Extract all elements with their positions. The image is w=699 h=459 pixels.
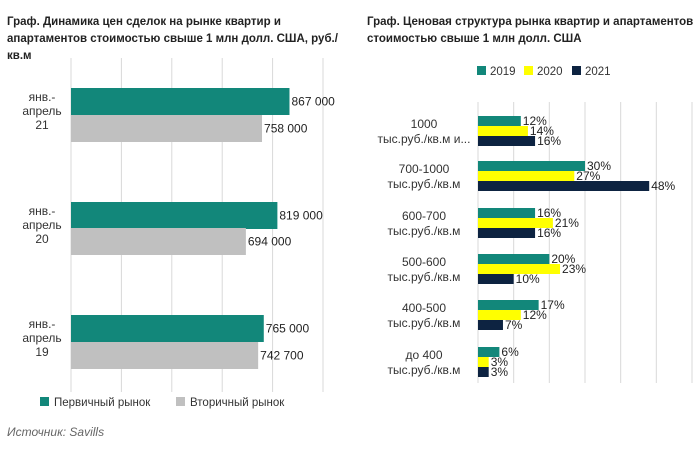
left-bar-0-0 — [71, 88, 290, 115]
right-category-label-5-0: до 400 — [405, 348, 442, 362]
right-legend-label-1: 2020 — [537, 66, 563, 78]
right-data-label-0-0: 12% — [523, 114, 547, 128]
right-legend-swatch-2 — [572, 66, 581, 75]
right-chart-title: Граф. Ценовая структура рынка квартир и … — [367, 16, 694, 45]
right-bar-1-0 — [478, 126, 528, 136]
right-data-label-2-5: 3% — [491, 365, 509, 379]
right-bar-1-4 — [478, 310, 521, 320]
left-bar-0-2 — [71, 315, 264, 342]
left-category-label-2-1: апрель — [22, 331, 61, 345]
right-data-label-2-1: 48% — [651, 179, 675, 193]
right-legend-swatch-0 — [477, 66, 486, 75]
right-data-label-1-0: 14% — [530, 124, 554, 138]
right-bar-2-4 — [478, 320, 503, 330]
left-legend-swatch-0 — [40, 397, 49, 406]
right-data-label-1-4: 12% — [523, 308, 547, 322]
right-data-label-1-3: 23% — [562, 262, 586, 276]
left-category-label-1-2: 20 — [35, 232, 49, 246]
right-data-label-2-4: 7% — [505, 318, 523, 332]
left-legend-swatch-1 — [176, 397, 185, 406]
left-legend-label-0: Первичный рынок — [54, 397, 151, 409]
right-data-label-0-5: 6% — [501, 345, 519, 359]
left-data-label-0-1: 819 000 — [279, 209, 323, 223]
left-bar-1-0 — [71, 115, 263, 142]
right-category-label-2-0: 600-700 — [402, 209, 446, 223]
right-bar-1-5 — [478, 357, 489, 367]
left-category-label-2-0: янв.- — [29, 317, 56, 331]
left-category-label-1-1: апрель — [22, 218, 61, 232]
right-category-label-4-0: 400-500 — [402, 301, 446, 315]
left-data-label-0-0: 867 000 — [291, 95, 335, 109]
left-bar-0-1 — [71, 202, 278, 229]
right-bar-2-1 — [478, 181, 650, 191]
left-data-label-0-2: 765 000 — [266, 322, 310, 336]
right-bar-0-1 — [478, 161, 585, 171]
right-bar-1-2 — [478, 218, 553, 228]
right-data-label-1-1: 27% — [576, 169, 600, 183]
right-bar-0-3 — [478, 254, 550, 264]
right-data-label-2-2: 16% — [537, 226, 561, 240]
left-data-label-1-1: 694 000 — [248, 235, 292, 249]
left-category-label-2-2: 19 — [35, 345, 49, 359]
left-data-label-1-0: 758 000 — [264, 122, 308, 136]
right-category-label-3-0: 500-600 — [402, 255, 446, 269]
right-data-label-1-2: 21% — [555, 216, 579, 230]
right-data-label-1-5: 3% — [491, 355, 509, 369]
right-data-label-0-3: 20% — [551, 252, 575, 266]
source-note: Источник: Savills — [7, 425, 105, 439]
left-chart-title: Граф. Динамика цен сделок на рынке кварт… — [7, 16, 338, 62]
right-category-label-1-1: тыс.руб./кв.м — [388, 177, 461, 191]
right-category-label-0-1: тыс.руб./кв.м и... — [378, 132, 471, 146]
right-data-label-0-1: 30% — [587, 159, 611, 173]
right-legend-swatch-1 — [524, 66, 533, 75]
right-data-label-2-3: 10% — [516, 272, 540, 286]
left-category-label-0-0: янв.- — [29, 90, 56, 104]
right-data-label-0-4: 17% — [541, 298, 565, 312]
right-bar-2-3 — [478, 274, 514, 284]
right-data-label-2-0: 16% — [537, 134, 561, 148]
left-bar-1-2 — [71, 342, 259, 369]
right-data-label-0-2: 16% — [537, 206, 561, 220]
right-category-label-1-0: 700-1000 — [399, 162, 450, 176]
right-bar-2-0 — [478, 136, 536, 146]
right-category-label-4-1: тыс.руб./кв.м — [388, 316, 461, 330]
right-category-label-2-1: тыс.руб./кв.м — [388, 224, 461, 238]
left-data-label-1-2: 742 700 — [260, 349, 304, 363]
left-category-label-0-1: апрель — [22, 104, 61, 118]
right-bar-0-5 — [478, 347, 500, 357]
left-category-label-0-2: 21 — [35, 118, 49, 132]
right-bar-2-5 — [478, 367, 489, 377]
left-legend-label-1: Вторичный рынок — [190, 397, 285, 409]
right-category-label-3-1: тыс.руб./кв.м — [388, 270, 461, 284]
right-legend-label-2: 2021 — [585, 66, 611, 78]
right-bar-2-2 — [478, 228, 536, 238]
right-category-label-0-0: 1000 — [411, 117, 438, 131]
right-legend-label-0: 2019 — [490, 66, 516, 78]
right-bar-0-0 — [478, 116, 521, 126]
left-bar-1-1 — [71, 228, 246, 255]
right-bar-1-1 — [478, 171, 575, 181]
right-category-label-5-1: тыс.руб./кв.м — [388, 363, 461, 377]
right-bar-1-3 — [478, 264, 561, 274]
right-bar-0-2 — [478, 208, 536, 218]
right-bar-0-4 — [478, 300, 539, 310]
left-category-label-1-0: янв.- — [29, 204, 56, 218]
